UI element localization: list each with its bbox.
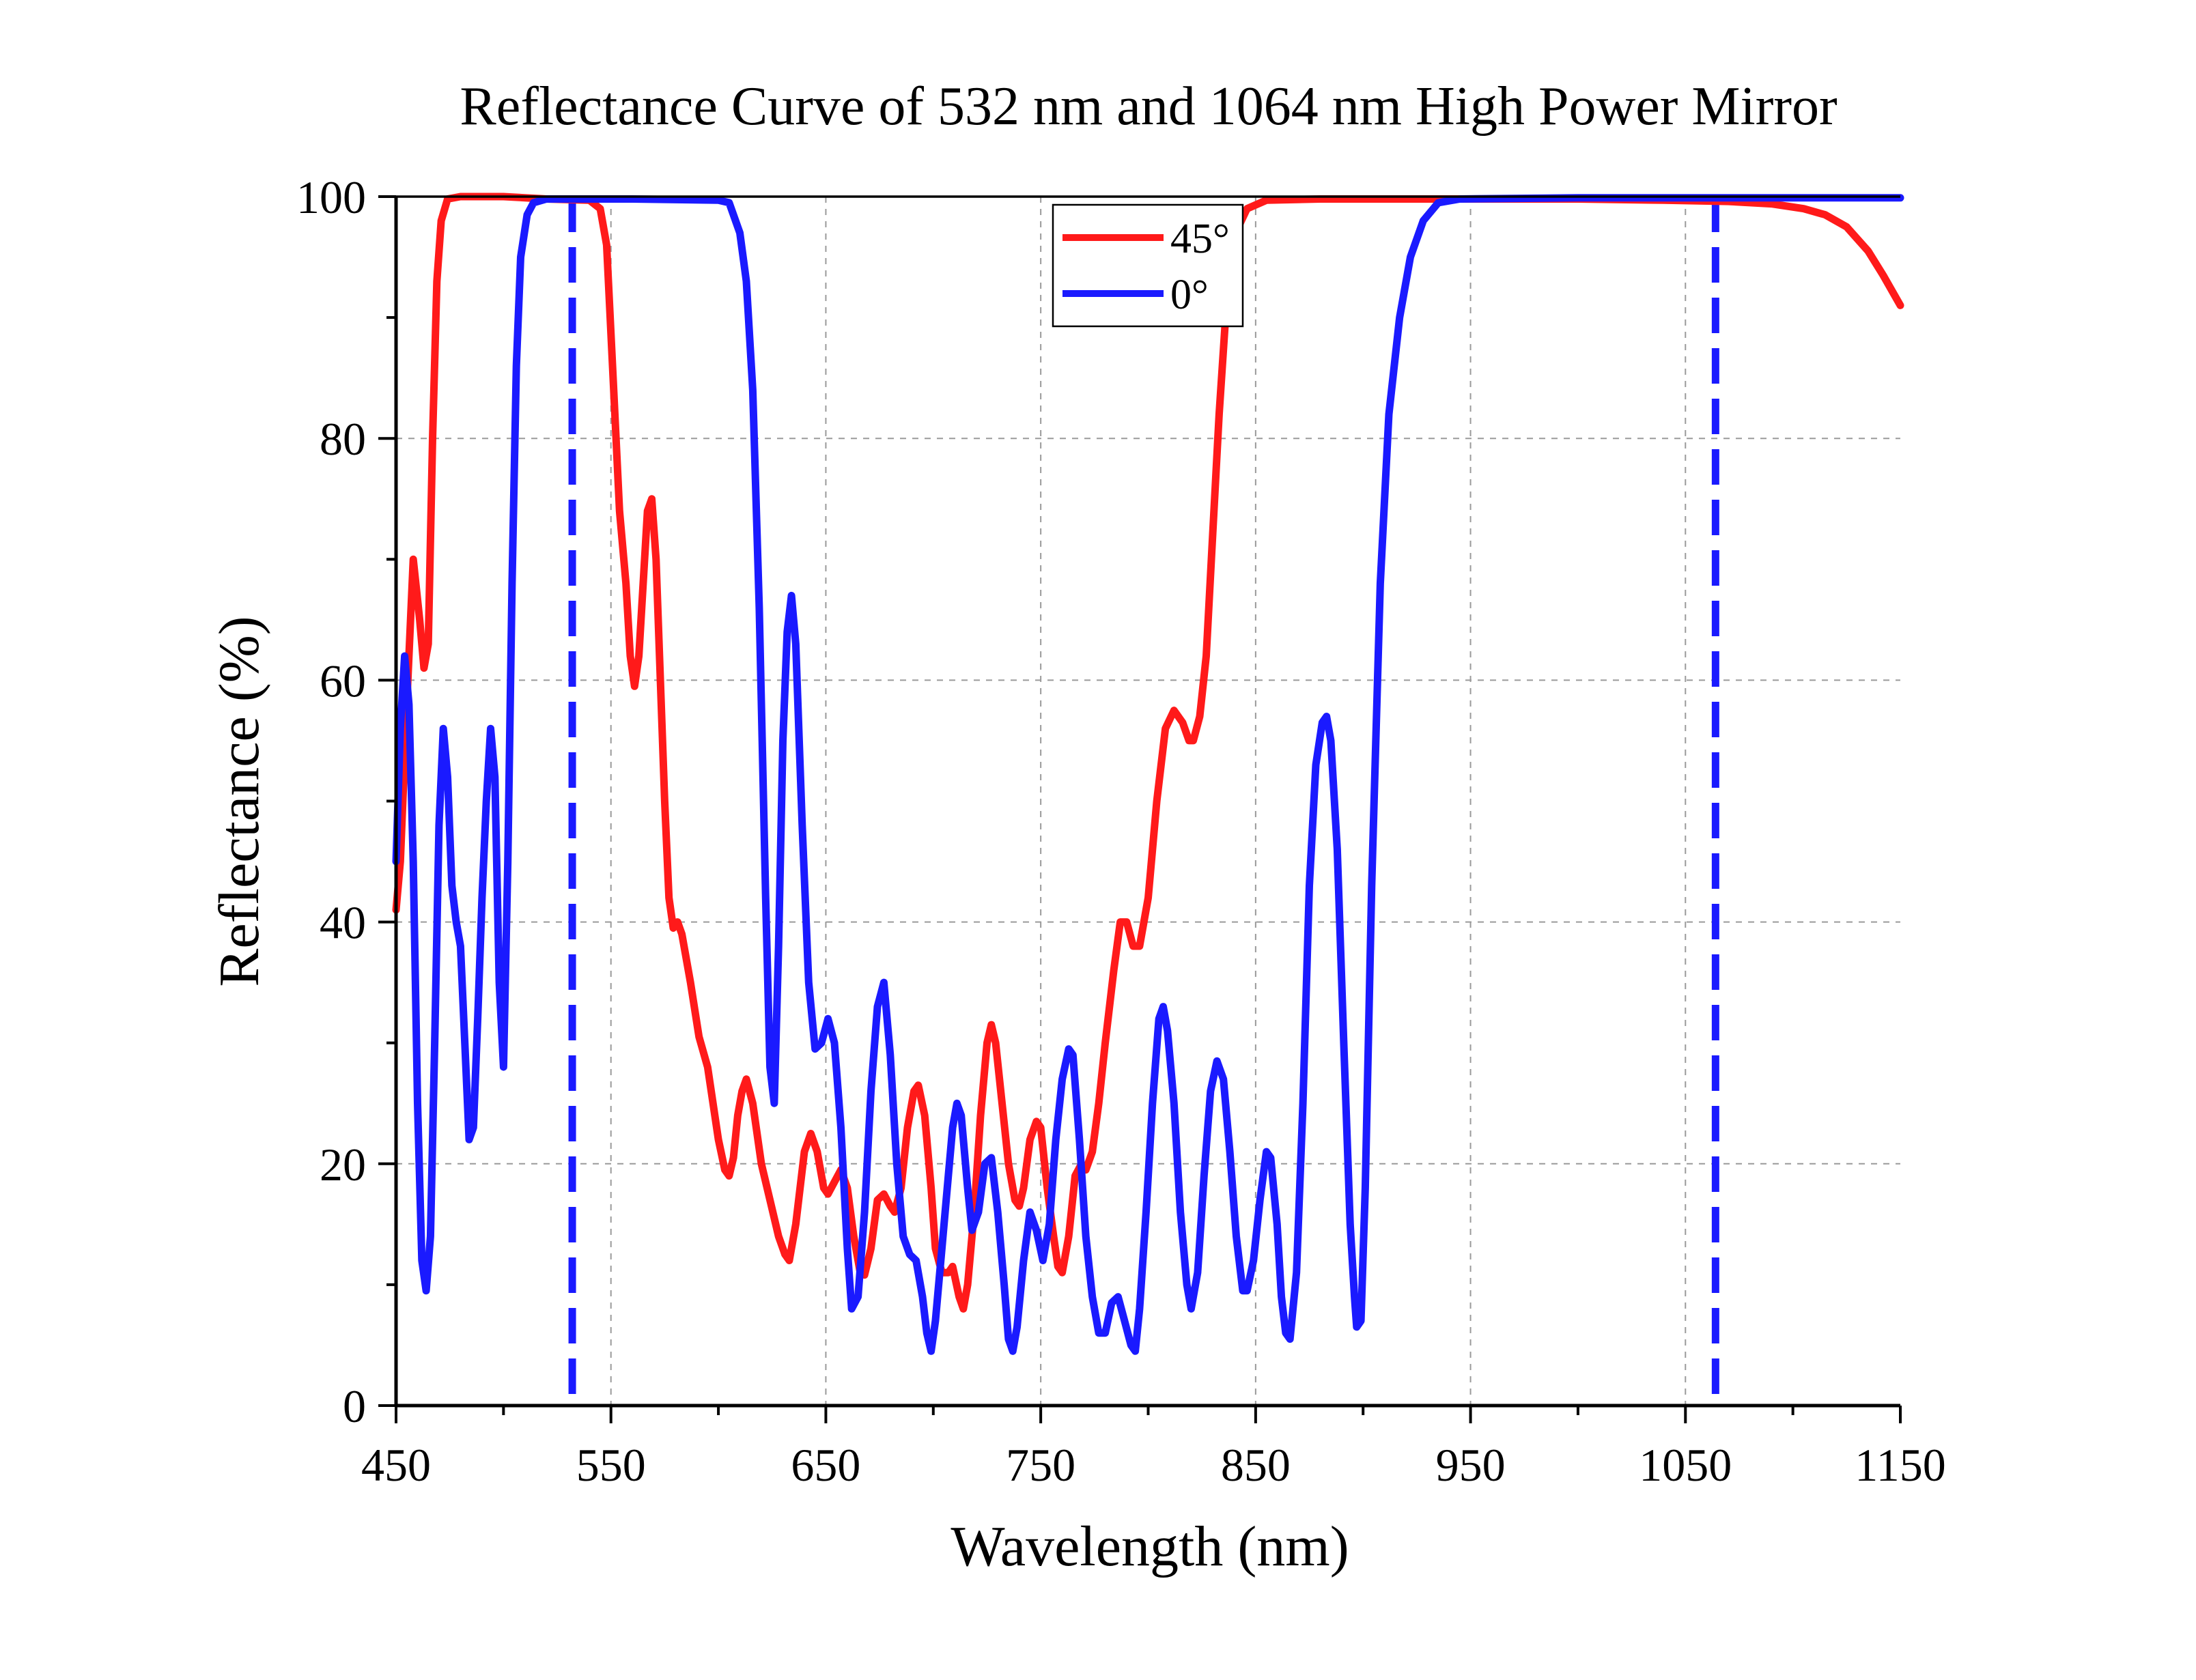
series-line-45deg [392, 193, 1904, 1313]
y-tick-label-0: 0 [343, 1380, 366, 1432]
legend-label-45deg: 45° [1170, 216, 1230, 262]
x-tick-label-850: 850 [1221, 1439, 1291, 1491]
legend-box [1052, 203, 1244, 328]
axis-tick-labels: 450 550 650 750 850 950 1050 1150 0 20 40 60 80 100 [296, 171, 1946, 1491]
y-tick-label-40: 40 [320, 897, 366, 949]
legend-label-0deg: 0° [1170, 272, 1209, 318]
series-lines [392, 193, 1904, 1355]
x-tick-label-650: 650 [791, 1439, 860, 1491]
y-tick-label-100: 100 [296, 171, 366, 223]
y-tick-label-60: 60 [320, 655, 366, 707]
y-tick-label-20: 20 [320, 1139, 366, 1191]
x-axis-label: Wavelength (nm) [951, 1515, 1349, 1578]
x-tick-label-950: 950 [1436, 1439, 1506, 1491]
x-tick-label-450: 450 [361, 1439, 431, 1491]
chart-title: Reflectance Curve of 532 nm and 1064 nm … [460, 76, 1837, 137]
axis-ticks [378, 195, 1902, 1423]
x-tick-label-1150: 1150 [1855, 1439, 1945, 1491]
x-tick-label-1050: 1050 [1639, 1439, 1732, 1491]
legend: 45° 0° [1052, 203, 1244, 328]
x-tick-label-550: 550 [576, 1439, 646, 1491]
x-tick-label-750: 750 [1006, 1439, 1075, 1491]
series-line-0deg [392, 194, 1904, 1355]
y-axis-label: Reflectance (%) [208, 616, 271, 986]
y-tick-label-80: 80 [320, 413, 366, 465]
